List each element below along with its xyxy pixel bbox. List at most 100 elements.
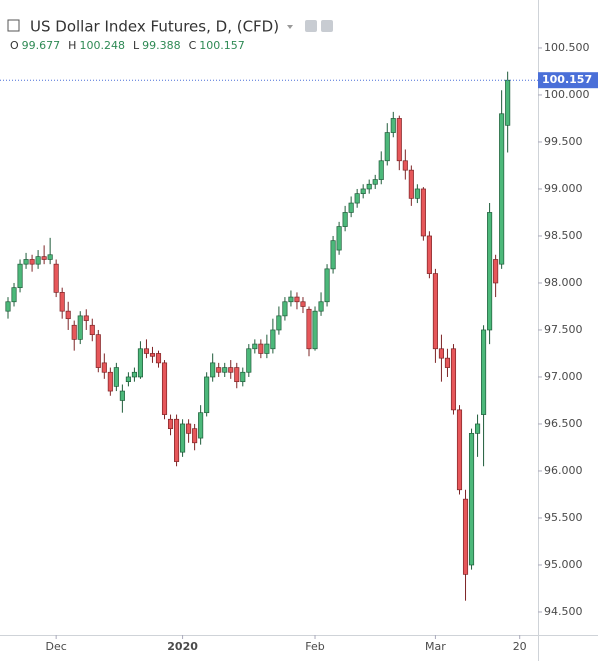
candle-body [125, 376, 131, 383]
candle-body [246, 348, 252, 373]
candle-body [131, 371, 137, 378]
candle-body [101, 362, 107, 373]
candle-body [487, 212, 493, 331]
candle-body [155, 353, 162, 364]
candle-body [312, 310, 318, 350]
candle-body [408, 169, 414, 199]
last-price-box [538, 72, 598, 89]
candle-body [342, 212, 348, 227]
candle-body [192, 428, 198, 444]
candle-body [402, 160, 408, 171]
candle-body [468, 433, 475, 566]
y-tick-label: 97.000 [544, 370, 583, 383]
candle-body [5, 301, 11, 312]
candle-body [204, 376, 210, 414]
candle-body [475, 423, 481, 434]
candle-body [276, 315, 282, 331]
candle-body [505, 79, 511, 126]
candle-body [71, 324, 77, 340]
candle-body [354, 193, 360, 204]
candle-body [53, 263, 59, 293]
candle-body [119, 390, 125, 401]
candle-body [47, 254, 53, 260]
candle-body [270, 329, 276, 350]
candle-body [481, 329, 487, 415]
ohlc-key: C [189, 39, 197, 52]
candle-body [167, 418, 174, 430]
ohlc-value: 100.248 [79, 39, 125, 52]
candle-body [282, 301, 288, 317]
candle-body [83, 315, 89, 321]
candle-body [258, 343, 264, 354]
x-tick-label: Dec [46, 640, 67, 653]
ohlc-value: 100.157 [199, 39, 245, 52]
candle-body [348, 202, 354, 213]
candle-body [23, 259, 29, 265]
candle-body [390, 118, 396, 133]
y-tick-label: 99.000 [544, 182, 583, 195]
candle-body [113, 367, 119, 387]
candle-body [372, 179, 378, 185]
candle-body [186, 423, 192, 434]
candle-body [59, 292, 65, 312]
candle-body [35, 256, 41, 265]
candle-body [324, 268, 330, 303]
candle-body [456, 409, 463, 491]
candle-body [360, 188, 366, 195]
y-tick-label: 95.500 [544, 511, 583, 524]
y-tick-label: 96.000 [544, 464, 583, 477]
candle-body [161, 362, 168, 415]
candle-body [396, 118, 402, 162]
candle-body [143, 348, 150, 354]
candle-body [264, 343, 270, 354]
candle-body [107, 371, 113, 392]
chart-title: US Dollar Index Futures, D, (CFD) [30, 18, 279, 36]
candle-body [198, 412, 204, 439]
candle-body [174, 418, 180, 462]
candle-body [77, 315, 83, 340]
candle-body [294, 296, 300, 303]
ohlc-value: 99.677 [22, 39, 61, 52]
candle-body [462, 498, 469, 575]
collapse-icon[interactable] [7, 19, 20, 32]
y-tick-label: 96.500 [544, 417, 583, 430]
candle-body [450, 348, 457, 411]
candle-body [228, 367, 234, 373]
visibility-icon[interactable] [305, 20, 317, 32]
candle-body [378, 160, 384, 180]
x-tick-label: 2020 [167, 640, 198, 653]
y-tick-label: 100.000 [544, 88, 590, 101]
candle-body [11, 287, 17, 303]
candle-body [65, 310, 71, 320]
ohlc-key: H [68, 39, 76, 52]
ohlc-value: 99.388 [142, 39, 181, 52]
settings-icon[interactable] [321, 20, 333, 32]
candle-body [89, 324, 95, 336]
candle-body [414, 188, 420, 199]
candle-body [493, 259, 499, 284]
candle-body [432, 273, 438, 350]
y-tick-label: 98.500 [544, 229, 583, 242]
last-price-label: 100.157 [542, 73, 592, 86]
candle-body [366, 183, 372, 190]
candle-body [222, 367, 228, 373]
y-tick-label: 94.500 [544, 605, 583, 618]
candle-body [318, 301, 324, 312]
candle-body [17, 263, 23, 289]
candle-body [384, 132, 390, 162]
candle-body [444, 357, 451, 368]
candle-body [252, 343, 258, 350]
y-tick-label: 99.500 [544, 135, 583, 148]
candle-body [426, 235, 432, 274]
candle-body [234, 367, 240, 383]
candle-body [29, 259, 35, 265]
candle-body [288, 296, 294, 303]
candle-body [180, 423, 186, 453]
candle-body [300, 301, 306, 307]
dropdown-icon[interactable] [287, 25, 293, 29]
candle-body [137, 348, 143, 378]
candle-body [149, 353, 156, 357]
candle-body [216, 367, 222, 373]
y-tick-label: 95.000 [544, 558, 583, 571]
